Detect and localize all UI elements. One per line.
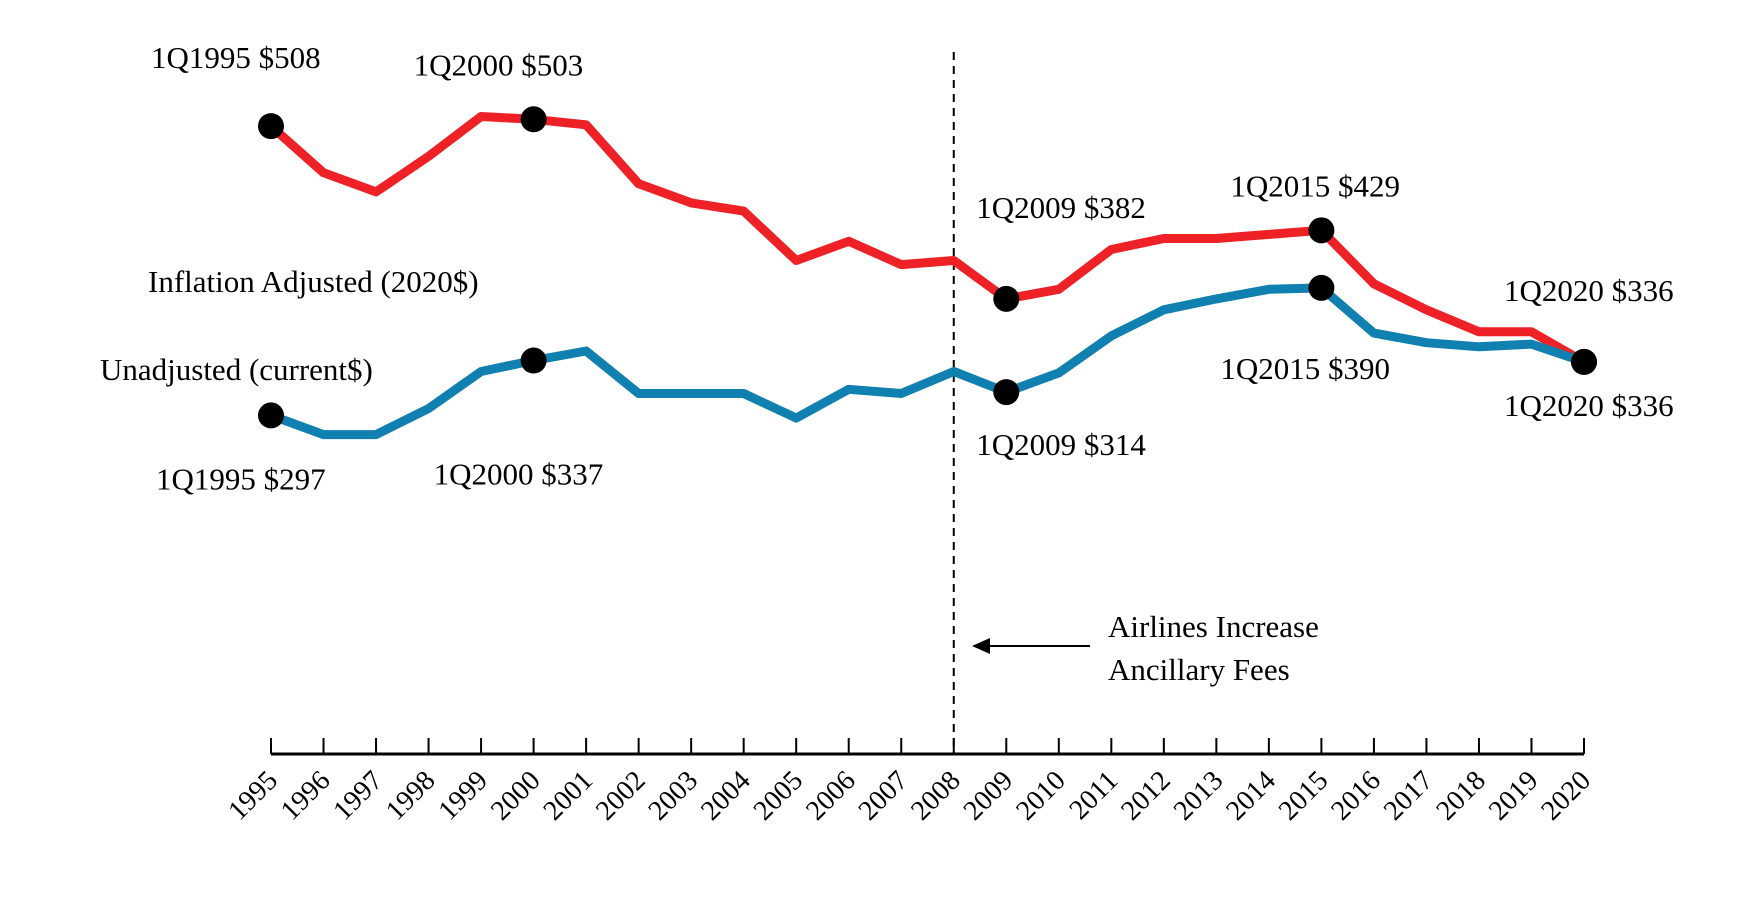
marker-label: 1Q2009 $382	[976, 190, 1146, 225]
x-tick-label: 1999	[433, 765, 495, 827]
x-tick-label: 2003	[643, 765, 705, 827]
x-tick-label: 2005	[748, 765, 810, 827]
x-tick-label: 2000	[485, 765, 547, 827]
x-tick-label: 2014	[1220, 765, 1282, 827]
x-tick-label: 2009	[958, 765, 1020, 827]
marker-labels: 1Q1995 $508 1Q2000 $503 1Q2009 $382 1Q2015 …	[151, 40, 1674, 496]
x-axis: 1995199619971998199920002001200220032004…	[222, 738, 1597, 827]
x-tick-label: 2008	[905, 765, 967, 827]
data-marker	[520, 106, 547, 133]
x-tick-label: 2001	[538, 765, 600, 827]
x-tick-label: 2002	[590, 765, 652, 827]
x-tick-label: 1998	[380, 765, 442, 827]
marker-label: 1Q2020 $336	[1504, 388, 1674, 423]
x-tick-label: 2004	[695, 765, 757, 827]
marker-label: 1Q2015 $429	[1230, 168, 1400, 203]
x-tick-label: 2006	[800, 765, 862, 827]
x-tick-label: 2013	[1168, 765, 1230, 827]
marker-label: 1Q2009 $314	[976, 427, 1146, 462]
x-tick-label: 2007	[853, 765, 915, 827]
marker-label: 1Q2020 $336	[1504, 273, 1674, 308]
annotation: Airlines Increase Ancillary Fees	[972, 609, 1319, 687]
marker-label: 1Q1995 $297	[156, 461, 326, 496]
series-name-inflation-adjusted: Inflation Adjusted (2020$)	[148, 264, 479, 299]
marker-label: 1Q2015 $390	[1220, 351, 1390, 386]
x-tick-label: 2010	[1010, 765, 1072, 827]
annotation-line-2: Ancillary Fees	[1108, 652, 1290, 687]
x-tick-label: 2019	[1483, 765, 1545, 827]
data-marker	[1571, 348, 1597, 375]
x-tick-label: 2012	[1115, 765, 1177, 827]
x-tick-label: 1997	[327, 765, 389, 827]
x-tick-label: 2011	[1063, 765, 1124, 826]
marker-label: 1Q2000 $337	[434, 457, 604, 492]
x-tick-label: 2018	[1430, 765, 1492, 827]
series-line-0	[268, 112, 1587, 366]
marker-label: 1Q2000 $503	[414, 47, 584, 82]
x-tick-label: 2017	[1378, 765, 1440, 827]
series-line-1	[269, 283, 1586, 440]
data-marker	[258, 402, 284, 429]
x-tick-label: 2015	[1273, 765, 1335, 827]
x-tick-label: 2020	[1535, 765, 1597, 827]
data-marker	[1308, 217, 1335, 244]
data-marker	[993, 285, 1020, 312]
x-tick-label: 1996	[275, 765, 337, 827]
data-marker	[1308, 274, 1335, 301]
x-tick-label: 2016	[1325, 765, 1387, 827]
annotation-arrowhead-icon	[972, 638, 990, 654]
marker-label: 1Q1995 $508	[151, 40, 321, 75]
data-marker	[993, 379, 1020, 406]
x-tick-label: 1995	[222, 765, 284, 827]
data-marker	[258, 113, 284, 140]
series-markers	[258, 106, 1597, 429]
series-lines	[268, 112, 1587, 440]
series-name-unadjusted: Unadjusted (current$)	[100, 352, 373, 387]
data-marker	[520, 347, 547, 374]
annotation-line-1: Airlines Increase	[1108, 609, 1319, 644]
